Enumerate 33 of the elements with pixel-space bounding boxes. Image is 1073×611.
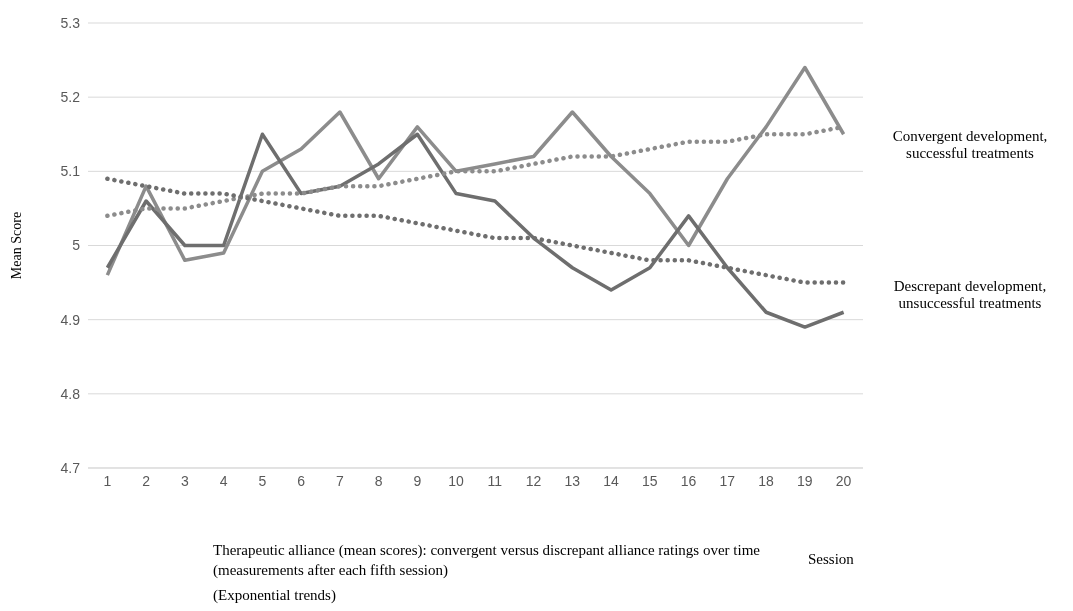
x-tick-label: 16 (680, 472, 697, 489)
x-tick-label: 20 (835, 472, 852, 489)
text: (Exponential trends) (213, 586, 337, 605)
x-tick-label: 7 (335, 472, 344, 489)
x-tick-label: 17 (719, 472, 736, 489)
y-tick-label: 5.1 (60, 163, 81, 180)
y-tick-label: 4.9 (60, 311, 81, 328)
x-tick-label: 5 (258, 472, 267, 489)
x-tick-label: 8 (374, 472, 383, 489)
y-tick-label: 4.8 (60, 385, 81, 402)
x-tick-label: 10 (448, 472, 465, 489)
y-tick-label: 5.3 (60, 14, 81, 31)
x-tick-label: 15 (642, 472, 658, 489)
x-tick-label: 11 (487, 472, 503, 489)
x-tick-label: 13 (564, 472, 581, 489)
x-tick-label: 2 (142, 472, 151, 489)
y-tick-label: 4.7 (60, 459, 81, 476)
x-tick-label: 3 (180, 472, 189, 489)
x-tick-label: 18 (758, 472, 775, 489)
text: Descrepant development, unsuccessful treatments (892, 278, 1048, 312)
text: Therapeutic alliance (mean scores): convergent versus discrepant alliance ratings over time (measurements after each fifth session) (213, 541, 761, 580)
y-axis-title: Mean Score (8, 211, 24, 280)
x-axis-title: Session (808, 551, 854, 568)
text: Convergent development, successful treatments (891, 128, 1049, 162)
y-tick-label: 5.2 (60, 89, 81, 106)
x-tick-label: 19 (797, 472, 813, 489)
x-tick-label: 1 (103, 472, 112, 489)
x-tick-label: 6 (297, 472, 306, 489)
x-tick-label: 9 (413, 472, 422, 489)
x-tick-label: 14 (603, 472, 620, 489)
y-tick-label: 5 (72, 237, 81, 254)
x-tick-label: 12 (525, 472, 542, 489)
x-tick-label: 4 (219, 472, 228, 489)
